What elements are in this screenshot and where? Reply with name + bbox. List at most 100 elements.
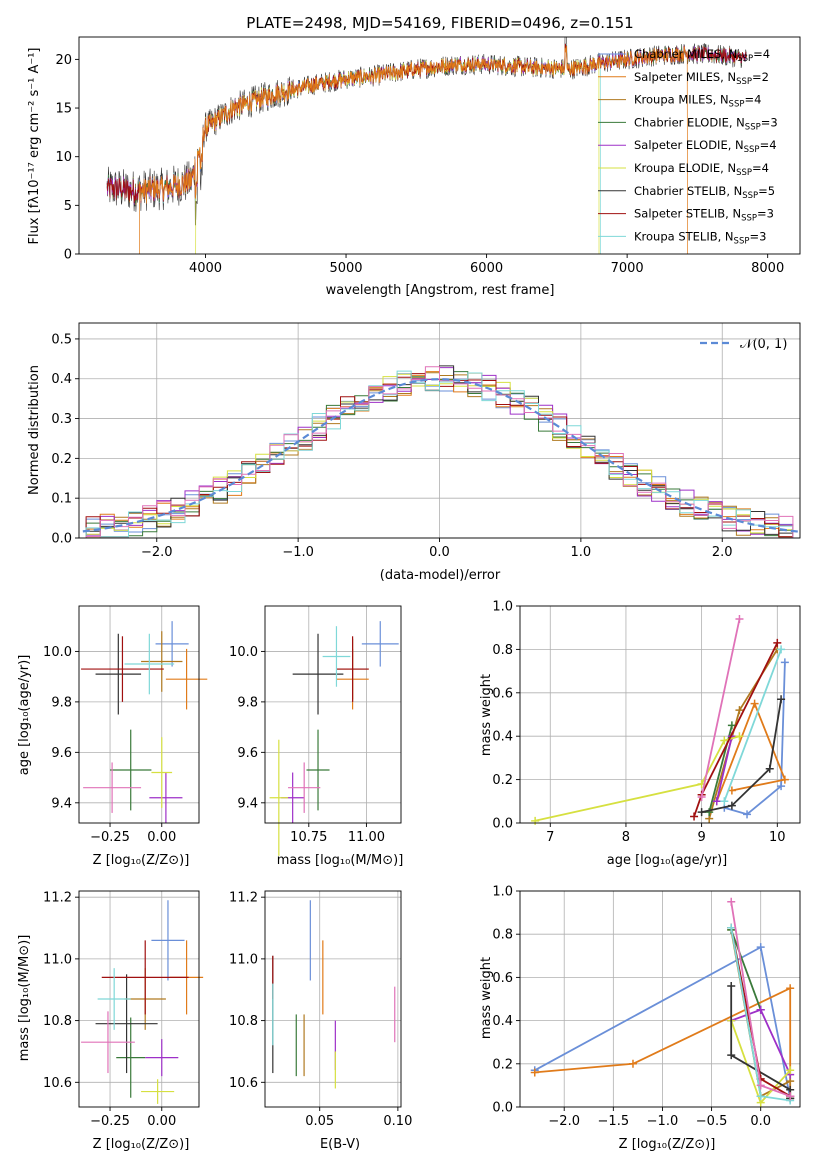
y-tick-label: 9.6 [237, 746, 258, 761]
weight-marker [743, 810, 752, 819]
x-tick-label: 0.0 [750, 1114, 771, 1129]
weight-marker [727, 982, 736, 991]
legend-label: Salpeter STELIB, NSSP=3 [634, 207, 774, 224]
panel-5: 7 8 9 10 0.0 0.2 0.4 0.6 0.8 1.0 [492, 600, 801, 845]
spectrum-line [139, 45, 688, 254]
weight-marker [727, 721, 736, 730]
spectra-group [106, 37, 747, 254]
x-tick-label: 0.05 [305, 1114, 334, 1129]
y-tick-label: 11.2 [43, 891, 72, 906]
weight-marker [773, 638, 782, 647]
y-tick-label: 1.0 [492, 600, 513, 615]
y-tick-label: 0.2 [492, 773, 513, 788]
weight-marker [777, 645, 786, 654]
weight-marker [756, 1081, 765, 1090]
weight-marker [727, 923, 736, 932]
plot-frame [519, 605, 801, 824]
y-tick-label: 0.8 [492, 928, 513, 943]
weight-marker [756, 943, 765, 952]
x-tick-label: −0.25 [90, 830, 130, 845]
histogram-group [79, 365, 800, 538]
y-tick-label: 11.2 [229, 891, 258, 906]
y-tick-label: 0.4 [492, 730, 513, 745]
y-tick-label: 9.8 [51, 695, 72, 710]
weight-marker [727, 801, 736, 810]
plot-frame [78, 322, 801, 539]
x-tick-label: −1.5 [598, 1114, 630, 1129]
y-tick-label: 10.8 [43, 1014, 72, 1029]
x-tick-label: −2.0 [141, 545, 173, 560]
weight-line [730, 929, 762, 1011]
y-tick-label: 15 [55, 102, 72, 117]
plot-frame [78, 890, 200, 1108]
p8-ylabel: mass weight [479, 957, 494, 1039]
hist-legend-label: 𝒩(0, 1) [740, 337, 787, 352]
y-tick-label: 0.6 [492, 686, 513, 701]
weight-marker [705, 808, 714, 817]
weight-marker [750, 699, 759, 708]
y-tick-label: 10.6 [43, 1076, 72, 1091]
weight-marker [697, 808, 706, 817]
weight-line [715, 735, 733, 802]
weight-line [701, 699, 782, 813]
y-tick-label: 0.4 [492, 1014, 513, 1029]
y-tick-label: 11.0 [43, 952, 72, 967]
x-tick-label: −0.5 [696, 1114, 728, 1129]
weight-marker [786, 984, 795, 993]
legend-label: Kroupa ELODIE, NSSP=4 [634, 161, 769, 178]
x-tick-label: 8 [622, 830, 630, 845]
plot-frame [78, 605, 200, 824]
x-tick-label: 0.0 [429, 545, 450, 560]
y-tick-label: 0.0 [492, 1101, 513, 1116]
y-tick-label: 0.4 [51, 372, 72, 387]
x-tick-label: 0.10 [383, 1114, 412, 1129]
legend-label: Kroupa STELIB, NSSP=3 [634, 229, 766, 246]
y-tick-label: 0.0 [492, 817, 513, 832]
y-tick-label: 10.6 [229, 1076, 258, 1091]
y-tick-label: 10.8 [229, 1014, 258, 1029]
weight-marker [531, 816, 540, 825]
weight-line [724, 662, 786, 816]
p5-xlabel: age [log₁₀(age/yr)] [607, 853, 728, 868]
y-tick-label: 5 [64, 199, 72, 214]
weight-line [700, 618, 741, 798]
panel-6: −0.25 0.00 10.6 10.8 11.0 11.2 [43, 890, 204, 1129]
weight-marker [786, 1066, 795, 1075]
p6-xlabel: Z [log₁₀(Z/Z⊙)] [93, 1137, 190, 1152]
y-tick-label: 0.2 [51, 452, 72, 467]
spectrum-xlabel: wavelength [Angstrom, rest frame] [326, 283, 555, 298]
x-tick-label: 0.00 [147, 830, 176, 845]
panel-8: −2.0 −1.5 −1.0 −0.5 0.0 0.0 0.2 0.4 0.6 0.8 1.0 [492, 885, 801, 1129]
y-tick-label: 11.0 [229, 952, 258, 967]
x-tick-label: 4000 [189, 261, 222, 276]
p4-xlabel: mass [log₁₀(M/M⊙)] [277, 853, 404, 868]
weight-marker [756, 1092, 765, 1101]
weight-marker [735, 615, 744, 624]
weight-marker [765, 764, 774, 773]
weight-marker [697, 792, 706, 801]
weight-line [715, 701, 787, 802]
legend-label: Salpeter MILES, NSSP=2 [634, 70, 769, 87]
x-tick-label: 7000 [611, 261, 644, 276]
panel-1: 4000 5000 6000 7000 8000 0 5 10 15 20 Chabrier MIL… [55, 36, 801, 276]
x-tick-label: −2.0 [548, 1114, 580, 1129]
spectrum-title: PLATE=2498, MJD=54169, FIBERID=0496, z=0… [246, 14, 633, 32]
y-tick-label: 0.2 [492, 1057, 513, 1072]
y-tick-label: 10.0 [229, 645, 258, 660]
plot-frame [78, 36, 801, 255]
p7-xlabel: E(B-V) [320, 1137, 360, 1152]
x-tick-label: 10.75 [290, 830, 327, 845]
spectrum-legend: Chabrier MILES, NSSP=4 Salpeter MILES, NS… [598, 47, 778, 246]
y-tick-label: 0.6 [492, 971, 513, 986]
weight-line [534, 735, 740, 822]
weight-marker [756, 1005, 765, 1014]
p8-xlabel: Z [log₁₀(Z/Z⊙)] [619, 1137, 716, 1152]
weight-marker [777, 695, 786, 704]
x-tick-label: 8000 [751, 261, 784, 276]
weight-marker [780, 775, 789, 784]
hist-xlabel: (data-model)/error [380, 568, 501, 583]
y-tick-label: 9.6 [51, 746, 72, 761]
weight-marker [720, 736, 729, 745]
y-tick-label: 20 [55, 53, 72, 68]
